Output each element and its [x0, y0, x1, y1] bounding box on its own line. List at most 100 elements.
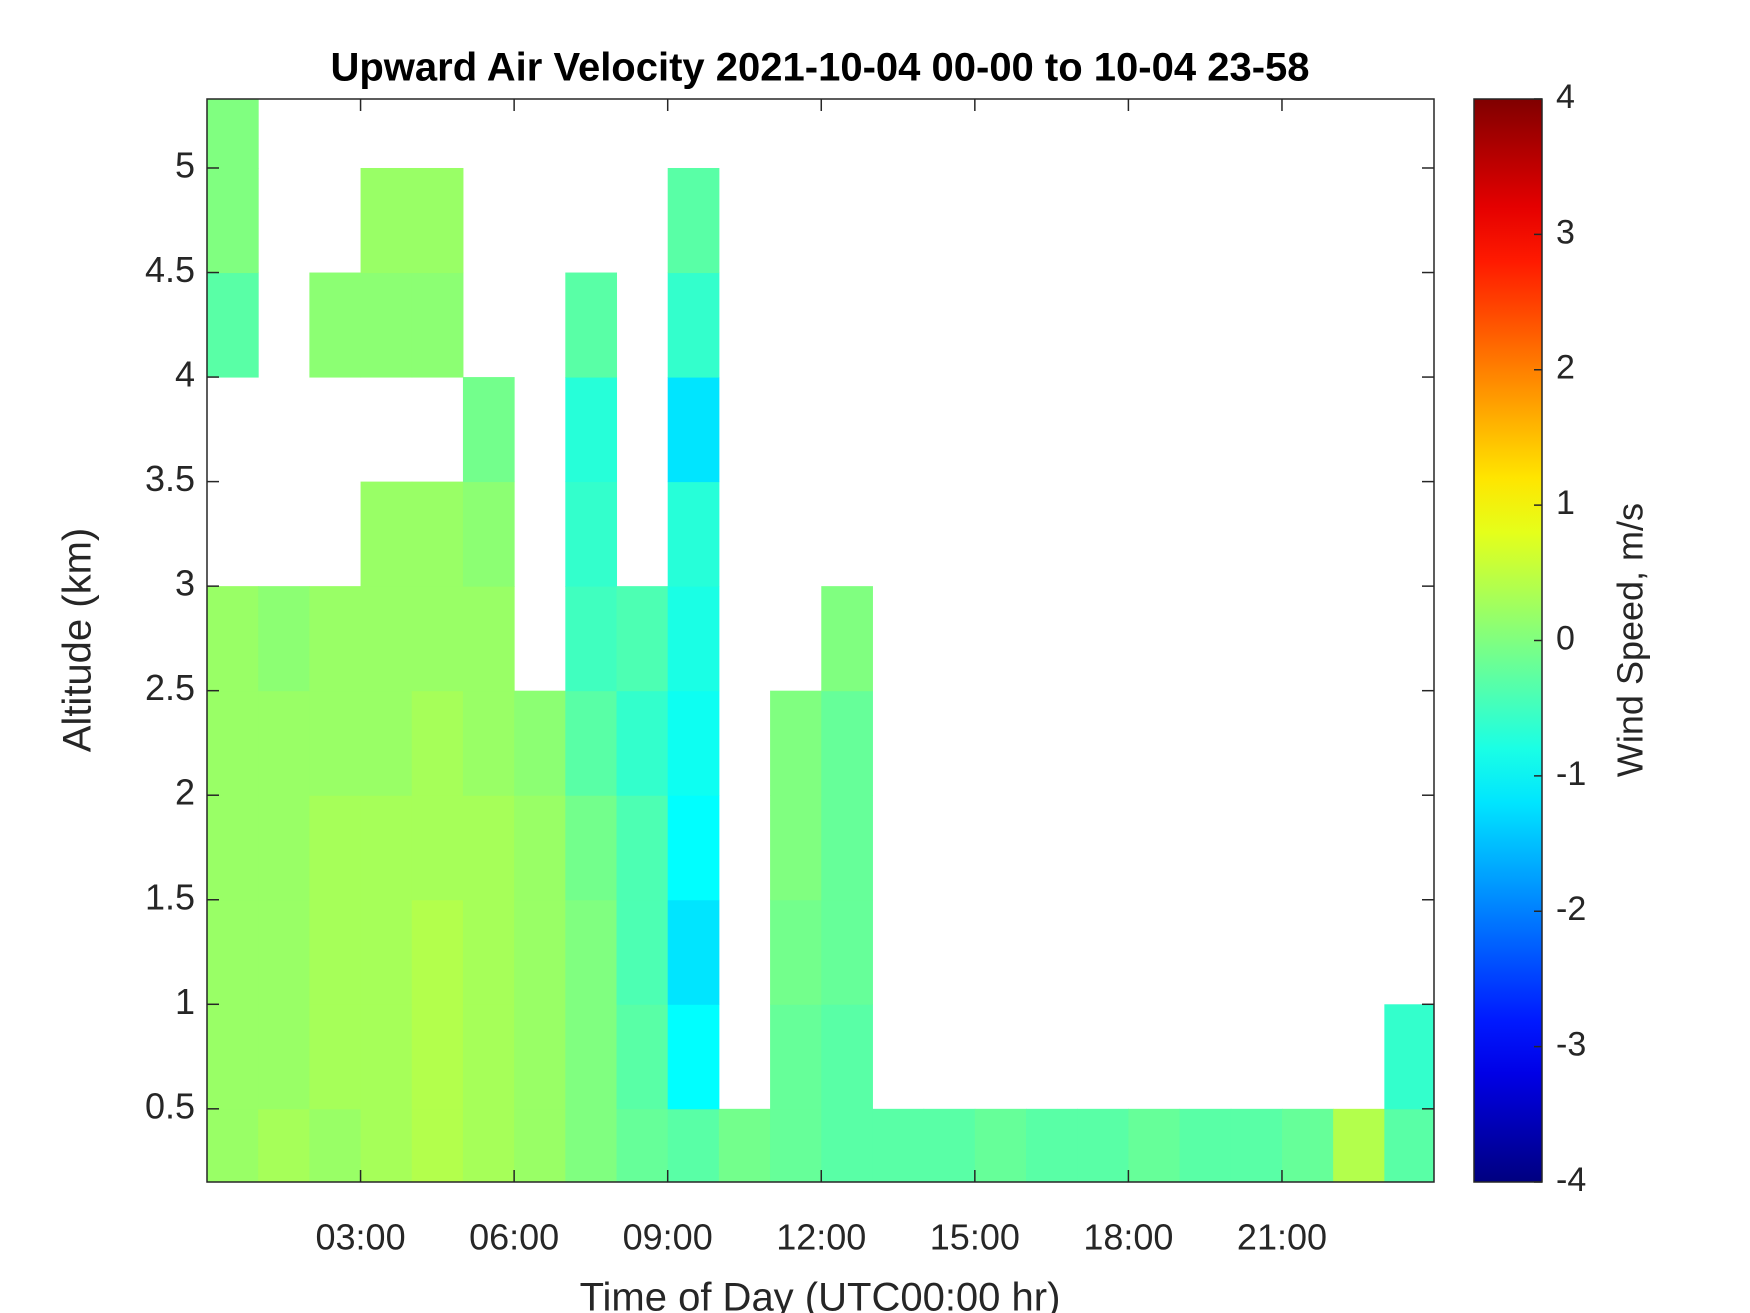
- y-tick-label: 3: [175, 563, 195, 604]
- heatmap-cell: [565, 377, 618, 483]
- heatmap-cell: [207, 99, 259, 169]
- heatmap-cell: [667, 1004, 720, 1110]
- heatmap-cell: [565, 690, 618, 796]
- heatmap-cell: [258, 899, 310, 1005]
- heatmap-cell: [411, 795, 464, 901]
- y-tick-label: 4: [175, 354, 195, 395]
- plot-frame: [206, 98, 1435, 1183]
- heatmap-cell: [821, 899, 873, 1005]
- heatmap-cell: [667, 1108, 720, 1182]
- x-tick-label: 15:00: [930, 1217, 1020, 1258]
- colorbar-tick-label: -4: [1556, 1161, 1586, 1199]
- heatmap-cell: [462, 690, 515, 796]
- heatmap-cell: [360, 1108, 413, 1182]
- heatmap-cell: [207, 167, 259, 274]
- heatmap-cell: [360, 795, 413, 901]
- x-tick-label: 18:00: [1083, 1217, 1173, 1258]
- heatmap-cell: [770, 1108, 822, 1182]
- y-tick-label: 3.5: [145, 458, 195, 499]
- heatmap-cell: [309, 586, 362, 692]
- heatmap-cell: [309, 795, 362, 901]
- heatmap-cell: [360, 481, 413, 587]
- heatmap-cell: [565, 1004, 618, 1110]
- heatmap-cell: [1384, 1108, 1434, 1182]
- heatmap-cell: [309, 272, 362, 378]
- heatmap-cell: [360, 586, 413, 692]
- heatmap-cell: [309, 899, 362, 1005]
- heatmap-cell: [667, 899, 720, 1005]
- heatmap-cell: [514, 795, 566, 901]
- heatmap-cell: [616, 795, 669, 901]
- heatmap-cell: [207, 899, 259, 1005]
- heatmap-cell: [360, 690, 413, 796]
- y-tick-label: 2: [175, 772, 195, 813]
- heatmap-cell: [923, 1108, 976, 1182]
- heatmap-cell: [667, 586, 720, 692]
- heatmap-cell: [770, 1004, 822, 1110]
- heatmap-cell: [667, 377, 720, 483]
- heatmap-cell: [411, 481, 464, 587]
- heatmap-cell: [514, 690, 566, 796]
- heatmap-cell: [821, 1004, 873, 1110]
- x-tick-label: 21:00: [1237, 1217, 1327, 1258]
- x-tick-label: 03:00: [316, 1217, 406, 1258]
- heatmap-cell: [309, 1108, 362, 1182]
- heatmap-cell: [207, 1108, 259, 1182]
- heatmap-cell: [462, 899, 515, 1005]
- heatmap-cell: [360, 1004, 413, 1110]
- heatmap-cell: [1384, 1004, 1434, 1110]
- heatmap-cell: [207, 586, 259, 692]
- heatmap-cell: [207, 1004, 259, 1110]
- heatmap-cell: [821, 795, 873, 901]
- x-tick-label: 06:00: [469, 1217, 559, 1258]
- heatmap-cell: [565, 1108, 618, 1182]
- colorbar-tick-label: 4: [1556, 78, 1575, 116]
- heatmap-cell: [258, 1108, 310, 1182]
- heatmap-cell: [258, 795, 310, 901]
- chart-title: Upward Air Velocity 2021-10-04 00-00 to …: [330, 46, 1309, 90]
- heatmap-cell: [258, 1004, 310, 1110]
- heatmap-cell: [360, 167, 413, 274]
- heatmap-cell: [309, 690, 362, 796]
- heatmap-cell: [1128, 1108, 1181, 1182]
- heatmap-cell: [718, 1108, 771, 1182]
- heatmap-cell: [207, 795, 259, 901]
- heatmap-cell: [974, 1108, 1027, 1182]
- y-tick-label: 1: [175, 981, 195, 1022]
- heatmap-cell: [565, 272, 618, 378]
- heatmap-cell: [207, 690, 259, 796]
- heatmap-cell: [667, 795, 720, 901]
- x-tick-label: 12:00: [776, 1217, 866, 1258]
- heatmap-cell: [1281, 1108, 1334, 1182]
- heatmap-cell: [514, 1004, 566, 1110]
- heatmap-cell: [770, 690, 822, 796]
- heatmap-cell: [667, 272, 720, 378]
- heatmap-cell: [411, 1004, 464, 1110]
- colorbar-tick-label: -1: [1556, 755, 1586, 793]
- heatmap-cell: [411, 586, 464, 692]
- x-tick-label: 09:00: [623, 1217, 713, 1258]
- heatmap-cell: [514, 899, 566, 1005]
- heatmap-cell: [462, 377, 515, 483]
- heatmap-cell: [514, 1108, 566, 1182]
- heatmap-cell: [616, 1108, 669, 1182]
- heatmap-cell: [462, 586, 515, 692]
- heatmap-cell: [462, 795, 515, 901]
- heatmap-cell: [565, 899, 618, 1005]
- heatmap-cell: [770, 795, 822, 901]
- heatmap-cell: [360, 899, 413, 1005]
- y-tick-label: 2.5: [145, 667, 195, 708]
- heatmap-cell: [565, 481, 618, 587]
- heatmap-cell: [616, 690, 669, 796]
- heatmap-cell: [821, 1108, 873, 1182]
- colorbar: [1473, 98, 1543, 1183]
- heatmap-cell: [411, 690, 464, 796]
- heatmap-cell: [872, 1108, 925, 1182]
- heatmap-cell: [616, 586, 669, 692]
- heatmap-cell: [1333, 1108, 1385, 1182]
- heatmap-cell: [565, 795, 618, 901]
- colorbar-tick-label: 2: [1556, 349, 1575, 387]
- heatmap-cell: [411, 1108, 464, 1182]
- heatmap-cell: [1026, 1108, 1078, 1182]
